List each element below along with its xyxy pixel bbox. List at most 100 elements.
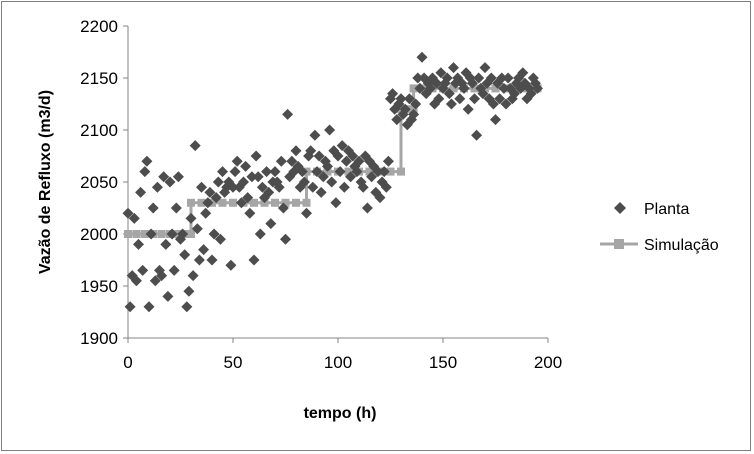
planta-point xyxy=(170,202,182,214)
simulacao-point xyxy=(292,198,300,207)
planta-point xyxy=(254,228,266,240)
planta-point xyxy=(290,145,302,157)
planta-point xyxy=(124,301,136,313)
planta-point xyxy=(191,223,203,235)
planta-point xyxy=(282,108,294,120)
y-tick-label: 1950 xyxy=(80,277,118,296)
y-axis: 1900 1950 2000 2050 2100 2150 2200 xyxy=(80,17,129,348)
planta-point xyxy=(242,192,254,204)
simulacao-point xyxy=(302,198,311,207)
planta-point xyxy=(202,197,214,209)
planta-point xyxy=(340,155,352,167)
planta-point xyxy=(172,171,184,183)
planta-point xyxy=(382,155,394,167)
planta-point xyxy=(122,207,134,219)
planta-point xyxy=(147,202,159,214)
planta-point xyxy=(208,228,220,240)
y-tick-label: 2100 xyxy=(80,121,118,140)
planta-point xyxy=(158,171,170,183)
y-axis-title: Vazão de Refluxo (m3/d) xyxy=(37,90,54,274)
simulacao-point xyxy=(197,198,206,207)
planta-point xyxy=(387,88,399,100)
planta-point xyxy=(307,181,319,193)
planta-point xyxy=(334,166,346,178)
planta-point xyxy=(462,103,474,115)
simulacao-point xyxy=(344,167,353,176)
planta-point xyxy=(214,233,226,245)
planta-point xyxy=(227,181,239,193)
planta-point xyxy=(277,202,289,214)
planta-point xyxy=(151,181,163,193)
planta-point xyxy=(301,207,312,219)
planta-point xyxy=(435,67,447,79)
planta-point xyxy=(408,108,420,120)
planta-point xyxy=(469,93,480,105)
simulacao-point xyxy=(157,230,166,238)
planta-point xyxy=(252,171,264,183)
planta-point xyxy=(196,181,207,193)
legend: Planta Simulação xyxy=(600,201,719,254)
planta-point xyxy=(309,129,321,141)
planta-point xyxy=(313,150,325,162)
planta-point xyxy=(265,218,277,230)
planta-point xyxy=(166,228,178,240)
planta-point xyxy=(149,275,161,287)
planta-point xyxy=(336,140,348,152)
planta-point xyxy=(128,212,140,224)
planta-point xyxy=(441,72,453,84)
planta-point xyxy=(246,171,258,183)
planta-point xyxy=(431,77,443,89)
planta-point xyxy=(473,72,485,84)
planta-point xyxy=(345,171,357,183)
planta-point xyxy=(139,166,151,178)
planta-point xyxy=(317,171,329,183)
planta-point xyxy=(244,207,256,219)
planta-point xyxy=(330,197,342,209)
planta-point xyxy=(378,166,390,178)
planta-point xyxy=(212,176,224,188)
legend-marker-square xyxy=(614,239,624,249)
planta-point xyxy=(269,166,281,178)
y-tick-label: 1900 xyxy=(80,329,118,348)
x-tick-label: 100 xyxy=(324,353,352,372)
simulacao-point xyxy=(124,230,132,238)
planta-point xyxy=(256,181,268,193)
planta-point xyxy=(332,150,344,162)
planta-point xyxy=(225,259,237,271)
y-tick-label: 2200 xyxy=(80,17,118,36)
planta-point xyxy=(424,82,436,94)
planta-point xyxy=(372,166,384,178)
legend-label-simulacao: Simulação xyxy=(644,237,719,254)
planta-point xyxy=(238,176,249,188)
simulacao-point xyxy=(281,198,290,207)
planta-point xyxy=(448,62,459,74)
simulacao-point xyxy=(271,198,279,207)
x-tick-label: 0 xyxy=(123,353,132,372)
legend-marker-diamond xyxy=(614,202,626,214)
planta-point xyxy=(487,98,499,110)
planta-point xyxy=(322,160,333,172)
planta-point xyxy=(380,181,392,193)
simulacao-point xyxy=(365,167,374,176)
simulacao-point xyxy=(218,198,227,207)
planta-point xyxy=(508,88,520,100)
planta-point xyxy=(347,150,359,162)
planta-point xyxy=(130,275,142,287)
x-tick-label: 50 xyxy=(224,353,243,372)
planta-point xyxy=(525,88,537,100)
simulacao-point xyxy=(140,230,149,238)
planta-point xyxy=(338,181,350,193)
x-axis: 0 50 100 150 200 xyxy=(123,337,562,372)
simulacao-point xyxy=(397,167,405,176)
planta-point xyxy=(273,181,285,193)
planta-point xyxy=(168,264,180,276)
planta-point xyxy=(500,98,512,110)
planta-point xyxy=(315,186,327,198)
planta-point xyxy=(250,150,262,162)
planta-point xyxy=(357,181,369,193)
planta-point xyxy=(471,129,483,141)
planta-point xyxy=(229,166,241,178)
planta-point xyxy=(135,186,147,198)
simulacao-point xyxy=(409,84,418,93)
